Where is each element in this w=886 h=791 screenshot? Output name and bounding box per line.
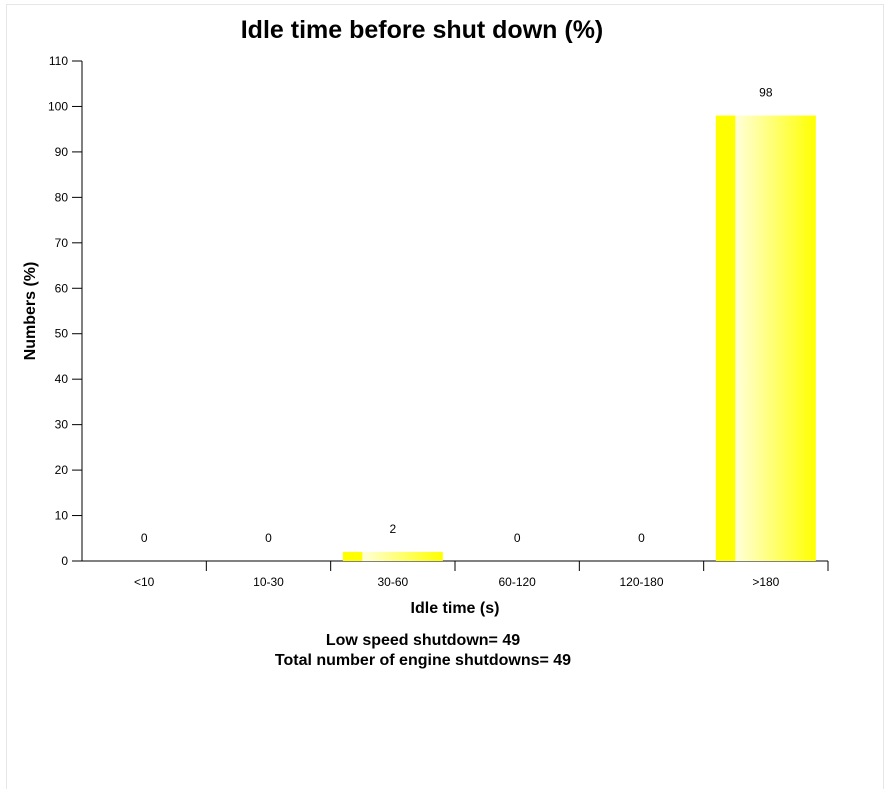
- chart-frame: [6, 4, 884, 789]
- data-label: 2: [389, 522, 396, 536]
- data-label: 0: [514, 531, 521, 545]
- total-shutdowns-note: Total number of engine shutdowns= 49: [274, 652, 572, 669]
- data-label: 98: [759, 86, 773, 100]
- data-label: 0: [265, 531, 272, 545]
- low-speed-shutdown-note: Low speed shutdown= 49: [325, 632, 521, 649]
- y-tick-label: 30: [55, 418, 69, 432]
- x-tick-label: >180: [752, 575, 779, 589]
- y-tick-label: 80: [55, 190, 69, 204]
- y-tick-label: 90: [55, 145, 69, 159]
- data-label: 0: [638, 531, 645, 545]
- x-tick-label: <10: [134, 575, 155, 589]
- y-tick-label: 0: [61, 554, 68, 568]
- plot-area: 0102030405060708090100110<10010-30030-60…: [48, 54, 829, 589]
- x-tick-label: 30-60: [377, 575, 408, 589]
- x-tick-label: 60-120: [498, 575, 536, 589]
- x-tick-label: 120-180: [619, 575, 663, 589]
- y-tick-label: 20: [55, 463, 69, 477]
- y-axis-label: Numbers (%): [22, 262, 39, 361]
- y-tick-label: 50: [55, 327, 69, 341]
- chart-title: Idle time before shut down (%): [241, 16, 604, 44]
- x-tick-label: 10-30: [253, 575, 284, 589]
- x-axis-label: Idle time (s): [411, 600, 500, 617]
- y-tick-label: 10: [55, 509, 69, 523]
- y-tick-label: 110: [49, 54, 68, 68]
- y-tick-label: 100: [48, 99, 68, 113]
- y-tick-label: 60: [55, 281, 69, 295]
- bar: [715, 115, 816, 561]
- y-tick-label: 40: [55, 372, 69, 386]
- bar: [342, 551, 443, 561]
- y-tick-label: 70: [55, 236, 69, 250]
- data-label: 0: [141, 531, 148, 545]
